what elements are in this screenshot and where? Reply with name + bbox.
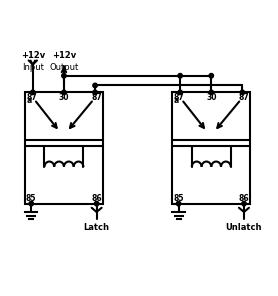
Circle shape xyxy=(242,201,246,206)
Text: 87: 87 xyxy=(26,93,37,102)
Text: Latch: Latch xyxy=(84,223,110,231)
Text: Unlatch: Unlatch xyxy=(226,223,262,231)
Circle shape xyxy=(176,201,181,206)
Text: 85: 85 xyxy=(26,194,36,203)
Circle shape xyxy=(93,90,97,95)
Text: 30: 30 xyxy=(59,93,69,102)
Text: +12v: +12v xyxy=(21,52,45,60)
Text: Output: Output xyxy=(49,63,79,72)
Text: 87: 87 xyxy=(239,93,249,102)
Circle shape xyxy=(209,73,214,78)
Text: a: a xyxy=(26,96,32,105)
Circle shape xyxy=(178,73,182,78)
Text: 85: 85 xyxy=(173,194,184,203)
Circle shape xyxy=(209,90,214,95)
Circle shape xyxy=(62,90,66,95)
Circle shape xyxy=(95,201,99,206)
Circle shape xyxy=(31,90,35,95)
Text: Input: Input xyxy=(22,63,44,72)
Circle shape xyxy=(62,73,66,78)
Bar xyxy=(25,92,103,204)
Text: 30: 30 xyxy=(206,93,217,102)
Text: 87: 87 xyxy=(174,93,185,102)
Text: 86: 86 xyxy=(91,194,102,203)
Text: 86: 86 xyxy=(239,194,249,203)
Text: a: a xyxy=(174,96,179,105)
Text: 87: 87 xyxy=(91,93,102,102)
Circle shape xyxy=(178,90,182,95)
Bar xyxy=(172,92,250,204)
Circle shape xyxy=(240,90,245,95)
Text: +12v: +12v xyxy=(52,52,76,60)
Circle shape xyxy=(29,201,33,206)
Circle shape xyxy=(93,83,97,88)
